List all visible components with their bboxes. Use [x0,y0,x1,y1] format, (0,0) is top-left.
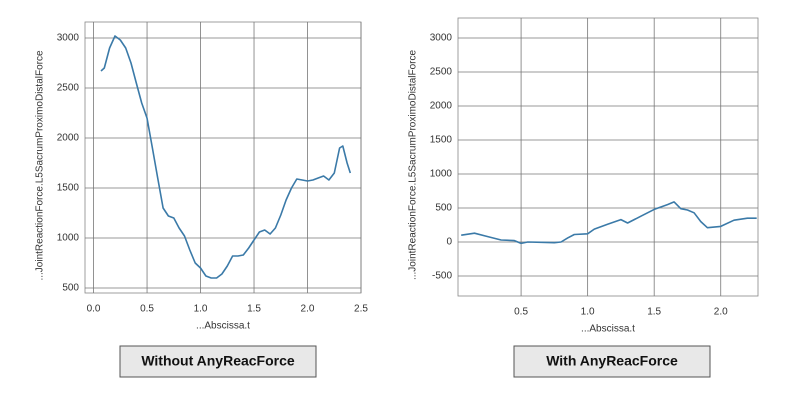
caption-box [513,345,711,378]
y-tick-label: -500 [432,271,452,282]
y-tick-label: 1000 [430,169,453,180]
y-tick-label: 0 [446,237,452,248]
caption: With AnyReacForce [546,353,678,369]
y-tick-label: 2000 [430,101,453,112]
y-tick-label: 2500 [57,83,80,94]
caption: Without AnyReacForce [141,353,295,369]
caption-box [119,345,317,378]
y-tick-label: 2000 [57,133,80,144]
x-tick-label: 1.0 [581,307,595,318]
x-axis-label: ...Abscissa.t [196,321,250,332]
x-tick-label: 2.5 [354,304,368,315]
y-axis-label: ...JointReactionForce.L5SacrumProximoDis… [35,50,46,281]
y-tick-label: 500 [435,203,452,214]
plot-area [84,21,362,294]
y-tick-label: 1500 [430,135,453,146]
y-tick-label: 3000 [57,33,80,44]
x-tick-label: 0.5 [140,304,154,315]
x-tick-label: 1.5 [647,307,661,318]
x-tick-label: 2.0 [301,304,315,315]
plot-area [457,17,759,297]
x-tick-label: 1.5 [247,304,261,315]
x-tick-label: 2.0 [714,307,728,318]
data-line [100,35,352,279]
x-tick-label: 0.0 [87,304,101,315]
x-tick-label: 0.5 [514,307,528,318]
y-tick-label: 3000 [430,33,453,44]
x-axis-label: ...Abscissa.t [581,324,635,335]
data-line [461,201,757,245]
y-tick-label: 1000 [57,233,80,244]
y-tick-label: 2500 [430,67,453,78]
y-tick-label: 500 [62,283,79,294]
y-axis-label: ...JointReactionForce.L5SacrumProximoDis… [408,50,419,281]
x-tick-label: 1.0 [194,304,208,315]
y-tick-label: 1500 [57,183,80,194]
